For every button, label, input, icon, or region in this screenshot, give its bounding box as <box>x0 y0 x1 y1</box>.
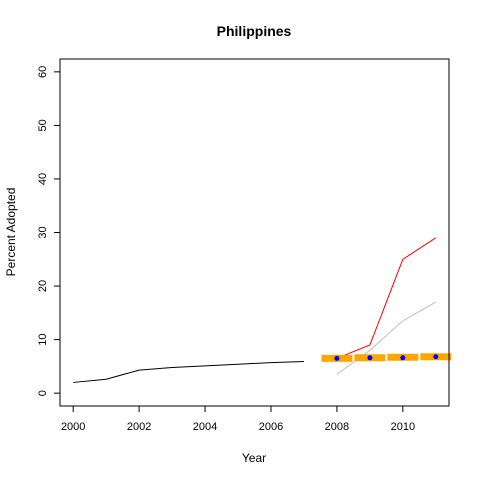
y-tick-label: 0 <box>37 390 49 396</box>
y-tick-label: 50 <box>37 119 49 131</box>
x-tick-label: 2004 <box>193 421 217 433</box>
x-tick-label: 2006 <box>259 421 283 433</box>
series-line-1 <box>336 237 437 359</box>
chart-title: Philippines <box>217 23 292 39</box>
y-tick-label: 30 <box>37 226 49 238</box>
y-axis: 0 10 20 30 40 50 60 <box>37 66 60 396</box>
data-point <box>367 355 373 361</box>
data-point <box>433 354 439 360</box>
x-axis-label: Year <box>242 451 266 465</box>
y-tick-label: 60 <box>37 66 49 78</box>
series-line-0 <box>73 361 304 383</box>
x-axis: 2000 2002 2004 2006 2008 2010 <box>61 406 415 433</box>
y-tick-label: 20 <box>37 280 49 292</box>
data-point <box>334 355 340 361</box>
x-tick-label: 2002 <box>127 421 151 433</box>
y-axis-label: Percent Adopted <box>4 188 18 277</box>
y-tick-label: 10 <box>37 333 49 345</box>
x-tick-label: 2008 <box>325 421 349 433</box>
plot-area <box>73 237 452 383</box>
y-tick-label: 40 <box>37 173 49 185</box>
data-point <box>400 355 406 361</box>
x-tick-label: 2000 <box>61 421 85 433</box>
series-line-2 <box>336 301 437 375</box>
x-tick-label: 2010 <box>391 421 415 433</box>
